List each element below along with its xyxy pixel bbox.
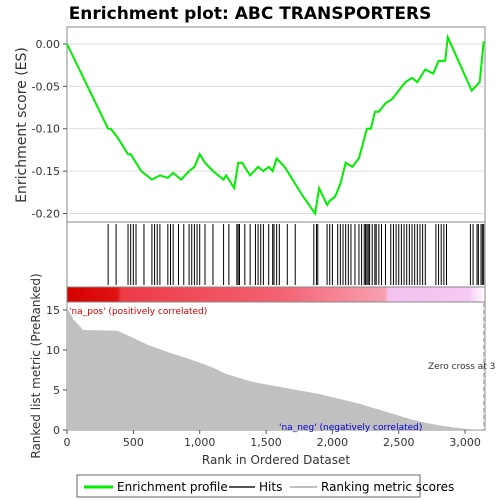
metric-y-axis-label: Ranked list metric (PreRanked) [29, 273, 43, 458]
metric-y-tick-label: 10 [46, 344, 60, 357]
legend-hits-label: Hits [259, 480, 282, 494]
es-plot-frame [66, 26, 486, 223]
metric-y-tick-label: 5 [53, 384, 60, 397]
metric-y-ticks: 0 5 10 15 [46, 304, 67, 437]
metric-x-tick-label: 3,000 [449, 436, 481, 449]
negative-label: 'na_neg' (negatively correlated) [279, 423, 422, 433]
rank-gradient-bar [66, 286, 486, 303]
legend-metric-label: Ranking metric scores [321, 480, 454, 494]
enrichment-profile-line [66, 33, 485, 217]
metric-y-tick-label: 0 [53, 424, 60, 437]
hits-panel [66, 221, 486, 288]
legend-enrichment-label: Enrichment profile [117, 480, 228, 494]
hit-marks [107, 224, 485, 285]
metric-x-tick-label: 2,000 [317, 436, 349, 449]
positive-label: 'na_pos' (positively correlated) [69, 307, 207, 317]
es-tick-label: -0.05 [32, 80, 60, 93]
es-y-axis-label: Enrichment score (ES) [14, 47, 30, 203]
metric-x-tick-label: 1,500 [250, 436, 282, 449]
metric-x-tick-label: 1,000 [184, 436, 216, 449]
legend: Enrichment profile Hits Ranking metric s… [76, 474, 454, 498]
hits-frame [66, 221, 486, 288]
rank-color-band [66, 286, 486, 303]
es-panel: 0.00 -0.05 -0.10 -0.15 -0.20 Enrichment scor… [14, 26, 486, 223]
zero-cross-label: Zero cross at 3 [428, 362, 495, 372]
ranking-metric-area [67, 307, 485, 430]
metric-x-ticks: 0 500 1,000 1,500 2,000 2,500 3,000 [64, 430, 481, 449]
es-tick-label: -0.15 [32, 165, 60, 178]
metric-y-tick-label: 15 [46, 304, 60, 317]
metric-x-tick-label: 500 [123, 436, 144, 449]
chart-title: Enrichment plot: ABC TRANSPORTERS [69, 4, 432, 24]
metric-x-tick-label: 2,500 [383, 436, 415, 449]
es-tick-label: 0.00 [36, 38, 61, 51]
metric-x-axis-label: Rank in Ordered Dataset [202, 453, 350, 467]
es-tick-label: -0.20 [32, 208, 60, 221]
es-gridlines [67, 43, 485, 215]
metric-panel: 0 5 10 15 0 500 1,000 1,500 2,000 2,500 3,000 'na… [29, 273, 495, 467]
metric-x-tick-label: 0 [64, 436, 71, 449]
es-tick-label: -0.10 [32, 123, 60, 136]
es-y-ticks: 0.00 -0.05 -0.10 -0.15 -0.20 [32, 38, 67, 221]
